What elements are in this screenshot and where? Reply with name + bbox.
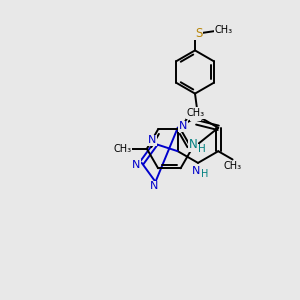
Text: N: N bbox=[148, 135, 156, 145]
Text: N: N bbox=[132, 160, 140, 170]
Text: CH₃: CH₃ bbox=[113, 144, 131, 154]
Text: CH₃: CH₃ bbox=[214, 25, 232, 35]
Text: CH₃: CH₃ bbox=[187, 108, 205, 118]
Text: CH₃: CH₃ bbox=[224, 161, 242, 171]
Text: N: N bbox=[179, 121, 187, 131]
Text: O: O bbox=[190, 107, 200, 121]
Text: H: H bbox=[199, 144, 206, 154]
Text: S: S bbox=[195, 27, 202, 40]
Text: N: N bbox=[192, 166, 201, 176]
Text: N: N bbox=[150, 181, 158, 191]
Text: H: H bbox=[201, 169, 208, 179]
Text: N: N bbox=[189, 138, 198, 151]
